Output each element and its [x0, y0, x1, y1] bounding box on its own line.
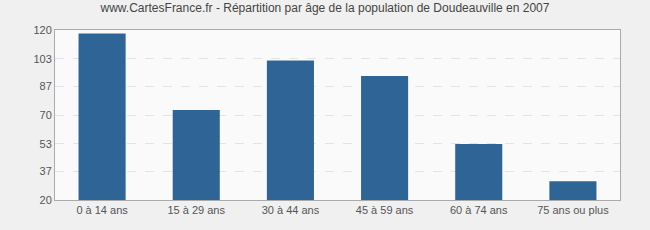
- svg-text:20: 20: [40, 194, 52, 206]
- svg-text:87: 87: [40, 80, 52, 92]
- svg-text:37: 37: [40, 165, 52, 177]
- svg-text:60 à 74 ans: 60 à 74 ans: [450, 204, 508, 216]
- svg-text:45 à 59 ans: 45 à 59 ans: [356, 204, 414, 216]
- svg-text:www.CartesFrance.fr - Répartit: www.CartesFrance.fr - Répartition par âg…: [100, 1, 550, 15]
- svg-text:120: 120: [33, 24, 51, 36]
- svg-text:30 à 44 ans: 30 à 44 ans: [262, 204, 320, 216]
- svg-text:70: 70: [40, 109, 52, 121]
- svg-text:0 à 14 ans: 0 à 14 ans: [76, 204, 128, 216]
- svg-text:103: 103: [33, 53, 51, 65]
- svg-text:15 à 29 ans: 15 à 29 ans: [168, 204, 226, 216]
- svg-text:53: 53: [40, 138, 52, 150]
- svg-text:75 ans ou plus: 75 ans ou plus: [537, 204, 609, 216]
